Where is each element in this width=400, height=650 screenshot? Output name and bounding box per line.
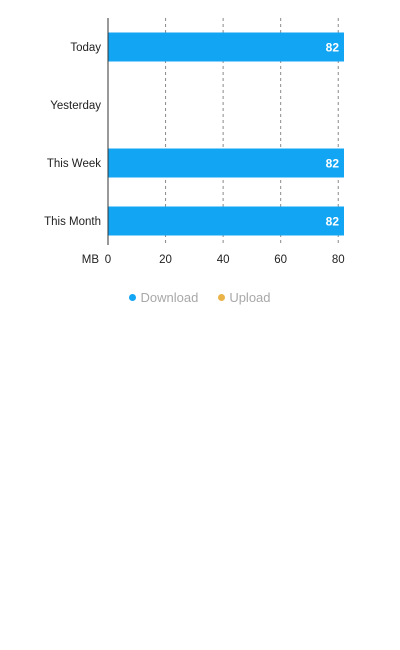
legend-item-upload[interactable]: Upload bbox=[218, 290, 271, 305]
x-axis-label: MB bbox=[82, 254, 100, 266]
legend-label-download: Download bbox=[140, 290, 199, 305]
category-label-today: Today bbox=[70, 42, 101, 54]
legend-swatch-download bbox=[129, 294, 137, 301]
legend-label-upload: Upload bbox=[229, 290, 271, 305]
x-tick-label-20: 20 bbox=[159, 254, 172, 266]
data-label-this-month: 82 bbox=[326, 215, 340, 229]
category-label-yesterday: Yesterday bbox=[50, 100, 101, 112]
data-label-this-week: 82 bbox=[326, 157, 340, 171]
legend-swatch-upload bbox=[218, 294, 226, 301]
category-label-this-month: This Month bbox=[44, 216, 101, 228]
horizontal-bar-chart: 82 82 82 Today Yesterday This Week This Month 0… bbox=[44, 18, 345, 266]
x-tick-label-80: 80 bbox=[332, 254, 345, 266]
x-tick-label-0: 0 bbox=[105, 254, 111, 266]
bar-download-today bbox=[108, 32, 344, 62]
category-label-this-week: This Week bbox=[47, 158, 101, 170]
legend-item-download[interactable]: Download bbox=[129, 290, 198, 305]
bar-download-this-month bbox=[108, 206, 344, 236]
x-tick-label-60: 60 bbox=[274, 254, 287, 266]
bar-download-this-week bbox=[108, 148, 344, 178]
x-tick-label-40: 40 bbox=[217, 254, 230, 266]
data-label-today: 82 bbox=[326, 41, 340, 55]
chart-legend: Download Upload bbox=[0, 290, 400, 305]
